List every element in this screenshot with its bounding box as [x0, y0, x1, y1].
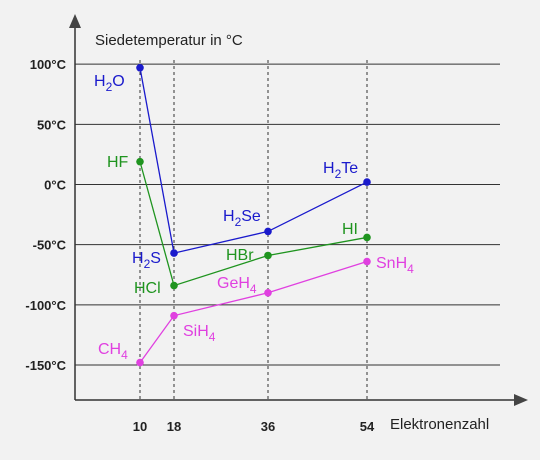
point-label: H2Se	[223, 208, 261, 229]
group14-line	[139, 260, 368, 363]
point-label: HF	[107, 154, 129, 171]
grid-lines	[75, 60, 500, 400]
point-label: HI	[342, 221, 358, 238]
x-axis-title: Elektronenzahl	[390, 416, 489, 433]
group16-point	[170, 249, 178, 257]
point-label: H2Te	[323, 160, 358, 181]
point-label: H2S	[132, 250, 161, 271]
y-tick-label: 0°C	[44, 178, 66, 193]
group17-point	[264, 251, 272, 260]
y-tick-label: 100°C	[30, 57, 67, 72]
point-label: HCl	[134, 280, 161, 297]
y-axis-arrow	[69, 14, 81, 28]
group14-point	[170, 311, 178, 320]
point-label: SnH4	[376, 255, 414, 276]
point-label: CH4	[98, 341, 128, 362]
point-labels: H2O H2S H2Se H2Te HF HCl HBr HI CH4 SiH4 GeH4 SnH4	[94, 73, 414, 362]
y-tick-label: 50°C	[37, 117, 67, 132]
group16-point	[264, 227, 272, 236]
x-axis-arrow	[514, 394, 528, 406]
y-tick-label: -50°C	[33, 238, 67, 253]
group17-point	[363, 233, 371, 242]
x-tick-labels: 10 18 36 54	[133, 419, 375, 434]
point-label: GeH4	[217, 275, 257, 296]
x-tick-label: 18	[167, 419, 181, 434]
point-label: SiH4	[183, 323, 216, 344]
group17-point	[170, 281, 178, 290]
point-label: H2O	[94, 73, 125, 94]
point-label: HBr	[226, 247, 254, 264]
axes	[69, 14, 528, 406]
group17-point	[136, 157, 144, 166]
x-tick-label: 10	[133, 419, 147, 434]
group14-point	[136, 358, 144, 367]
group16-line	[139, 67, 368, 254]
y-tick-labels: 100°C 50°C 0°C -50°C -100°C -150°C	[25, 57, 66, 373]
group17-line	[139, 161, 368, 287]
y-axis-title: Siedetemperatur in °C	[95, 32, 243, 49]
group16-point	[363, 178, 371, 186]
x-tick-label: 36	[261, 419, 275, 434]
y-tick-label: -150°C	[25, 358, 66, 373]
y-tick-label: -100°C	[25, 298, 66, 313]
group14-point	[264, 288, 272, 297]
group14-point	[363, 257, 371, 266]
group16-point	[136, 63, 144, 72]
series-group	[136, 63, 371, 367]
x-tick-label: 54	[360, 419, 375, 434]
